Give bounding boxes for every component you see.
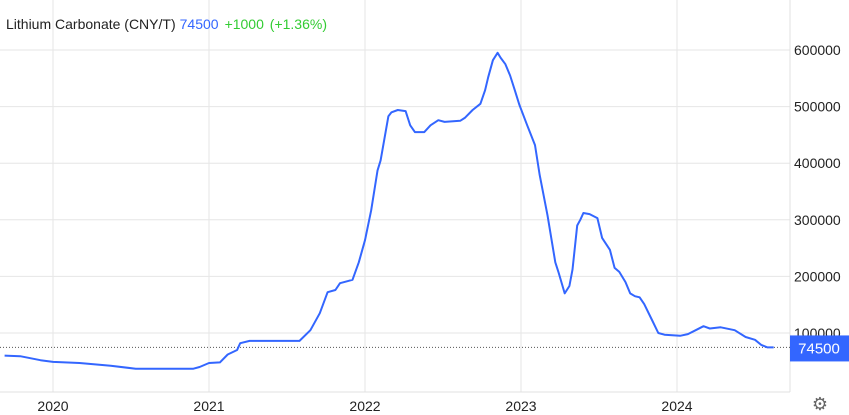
x-tick-label: 2024 (661, 398, 692, 414)
x-tick-label: 2023 (505, 398, 536, 414)
x-tick-label: 2022 (349, 398, 380, 414)
gear-icon[interactable]: ⚙ (811, 394, 829, 414)
last-value-badge: 74500 (790, 335, 849, 362)
instrument-title: Lithium Carbonate (CNY/T) (6, 16, 176, 32)
y-tick-label: 200000 (794, 268, 841, 284)
y-tick-label: 500000 (794, 99, 841, 115)
x-axis-ticks: 2020 2021 2022 2023 2024 (37, 398, 692, 414)
x-tick-label: 2021 (193, 398, 224, 414)
x-tick-label: 2020 (37, 398, 68, 414)
price-change-percent: (+1.36%) (269, 16, 327, 32)
gridlines (0, 0, 790, 392)
y-tick-label: 300000 (794, 212, 841, 228)
y-tick-label: 400000 (794, 155, 841, 171)
last-price: 74500 (179, 16, 219, 32)
y-tick-label: 600000 (794, 42, 841, 58)
last-value-label: 74500 (798, 340, 840, 357)
series-line (4, 51, 774, 370)
price-change: +1000 (224, 16, 264, 32)
chart-header: Lithium Carbonate (CNY/T) 74500 +1000 (+1.… (6, 16, 327, 32)
